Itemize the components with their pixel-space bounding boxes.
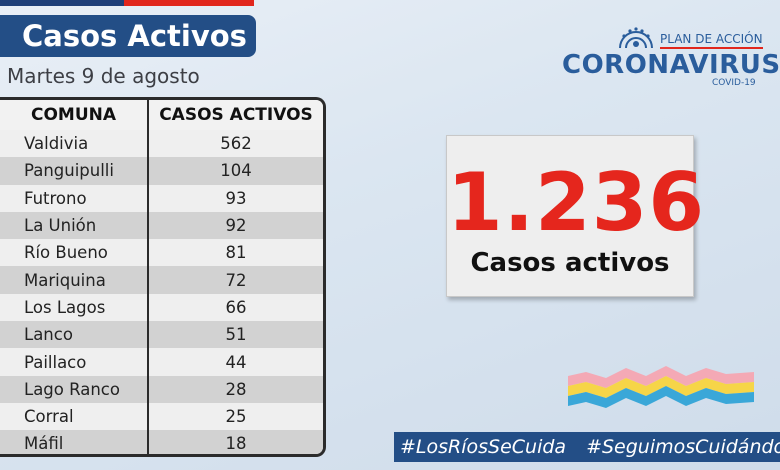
plan-label: PLAN DE ACCIÓN <box>660 32 763 49</box>
comuna-cell: Los Lagos <box>0 293 149 322</box>
casos-cell: 25 <box>148 402 323 431</box>
comuna-cell: Río Bueno <box>0 239 149 267</box>
table-row: Corral 25 <box>0 402 323 431</box>
table-row: Lanco 51 <box>0 321 323 349</box>
casos-cell: 81 <box>148 239 323 267</box>
comuna-cell: Mariquina <box>0 266 149 294</box>
title-banner: Casos Activos <box>0 15 256 57</box>
total-cases-value: 1.236 <box>447 156 706 249</box>
top-bar-red <box>124 0 254 6</box>
total-cases-label: Casos activos <box>470 248 670 278</box>
table-row: Paillaco 44 <box>0 348 323 376</box>
hashtag-seguimos: #SeguimosCuidándonos <box>586 436 780 458</box>
comuna-cell: Lago Ranco <box>0 375 149 403</box>
cases-table: COMUNA CASOS ACTIVOS Valdivia 562 Pangui… <box>0 97 326 457</box>
casos-cell: 44 <box>148 348 323 376</box>
top-bar-blue <box>0 0 124 6</box>
table-row: Máfil 18 <box>0 430 323 454</box>
hashtag-banner: #LosRíosSeCuida #SeguimosCuidándonos <box>394 432 780 462</box>
wave-stripes-decoration <box>568 366 754 408</box>
coronavirus-label: CORONAVIRUS <box>562 50 780 80</box>
table-header-row: COMUNA CASOS ACTIVOS <box>0 100 323 130</box>
casos-cell: 104 <box>148 157 323 185</box>
casos-cell: 18 <box>148 430 323 454</box>
page-title: Casos Activos <box>22 19 247 53</box>
column-header-comuna: COMUNA <box>0 100 149 130</box>
casos-cell: 93 <box>148 184 323 212</box>
coronavirus-logo: PLAN DE ACCIÓN CORONAVIRUS COVID-19 <box>560 26 780 92</box>
top-color-bar <box>0 0 254 6</box>
table-row: Río Bueno 81 <box>0 239 323 267</box>
comuna-cell: Valdivia <box>0 130 149 158</box>
total-cases-card: 1.236 Casos activos <box>446 135 706 297</box>
table-row: La Unión 92 <box>0 211 323 240</box>
comuna-cell: Paillaco <box>0 348 149 376</box>
table-row: Los Lagos 66 <box>0 293 323 322</box>
casos-cell: 51 <box>148 321 323 349</box>
casos-cell: 66 <box>148 293 323 322</box>
casos-cell: 72 <box>148 266 323 294</box>
comuna-cell: La Unión <box>0 211 149 240</box>
casos-cell: 562 <box>148 130 323 158</box>
comuna-cell: Lanco <box>0 321 149 349</box>
comuna-cell: Máfil <box>0 430 149 454</box>
virus-icon <box>619 27 653 49</box>
casos-cell: 28 <box>148 375 323 403</box>
covid-label: COVID-19 <box>712 78 756 88</box>
comuna-cell: Corral <box>0 402 149 431</box>
comuna-cell: Panguipulli <box>0 157 149 185</box>
table-row: Futrono 93 <box>0 184 323 212</box>
hashtag-losrios: #LosRíosSeCuida <box>400 436 567 458</box>
column-header-casos: CASOS ACTIVOS <box>148 100 323 130</box>
table-row: Valdivia 562 <box>0 130 323 158</box>
table-row: Panguipulli 104 <box>0 157 323 185</box>
casos-cell: 92 <box>148 211 323 240</box>
report-date: Martes 9 de agosto <box>7 64 200 88</box>
table-row: Lago Ranco 28 <box>0 375 323 403</box>
table-row: Mariquina 72 <box>0 266 323 294</box>
comuna-cell: Futrono <box>0 184 149 212</box>
